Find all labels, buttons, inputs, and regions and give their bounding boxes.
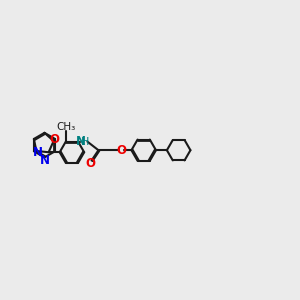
Text: N: N: [33, 146, 43, 159]
Text: N: N: [40, 154, 50, 167]
Text: O: O: [85, 158, 95, 170]
Text: O: O: [50, 133, 60, 146]
Text: N: N: [76, 135, 85, 148]
Text: CH₃: CH₃: [56, 122, 75, 132]
Text: O: O: [116, 144, 126, 157]
Text: H: H: [81, 136, 89, 147]
